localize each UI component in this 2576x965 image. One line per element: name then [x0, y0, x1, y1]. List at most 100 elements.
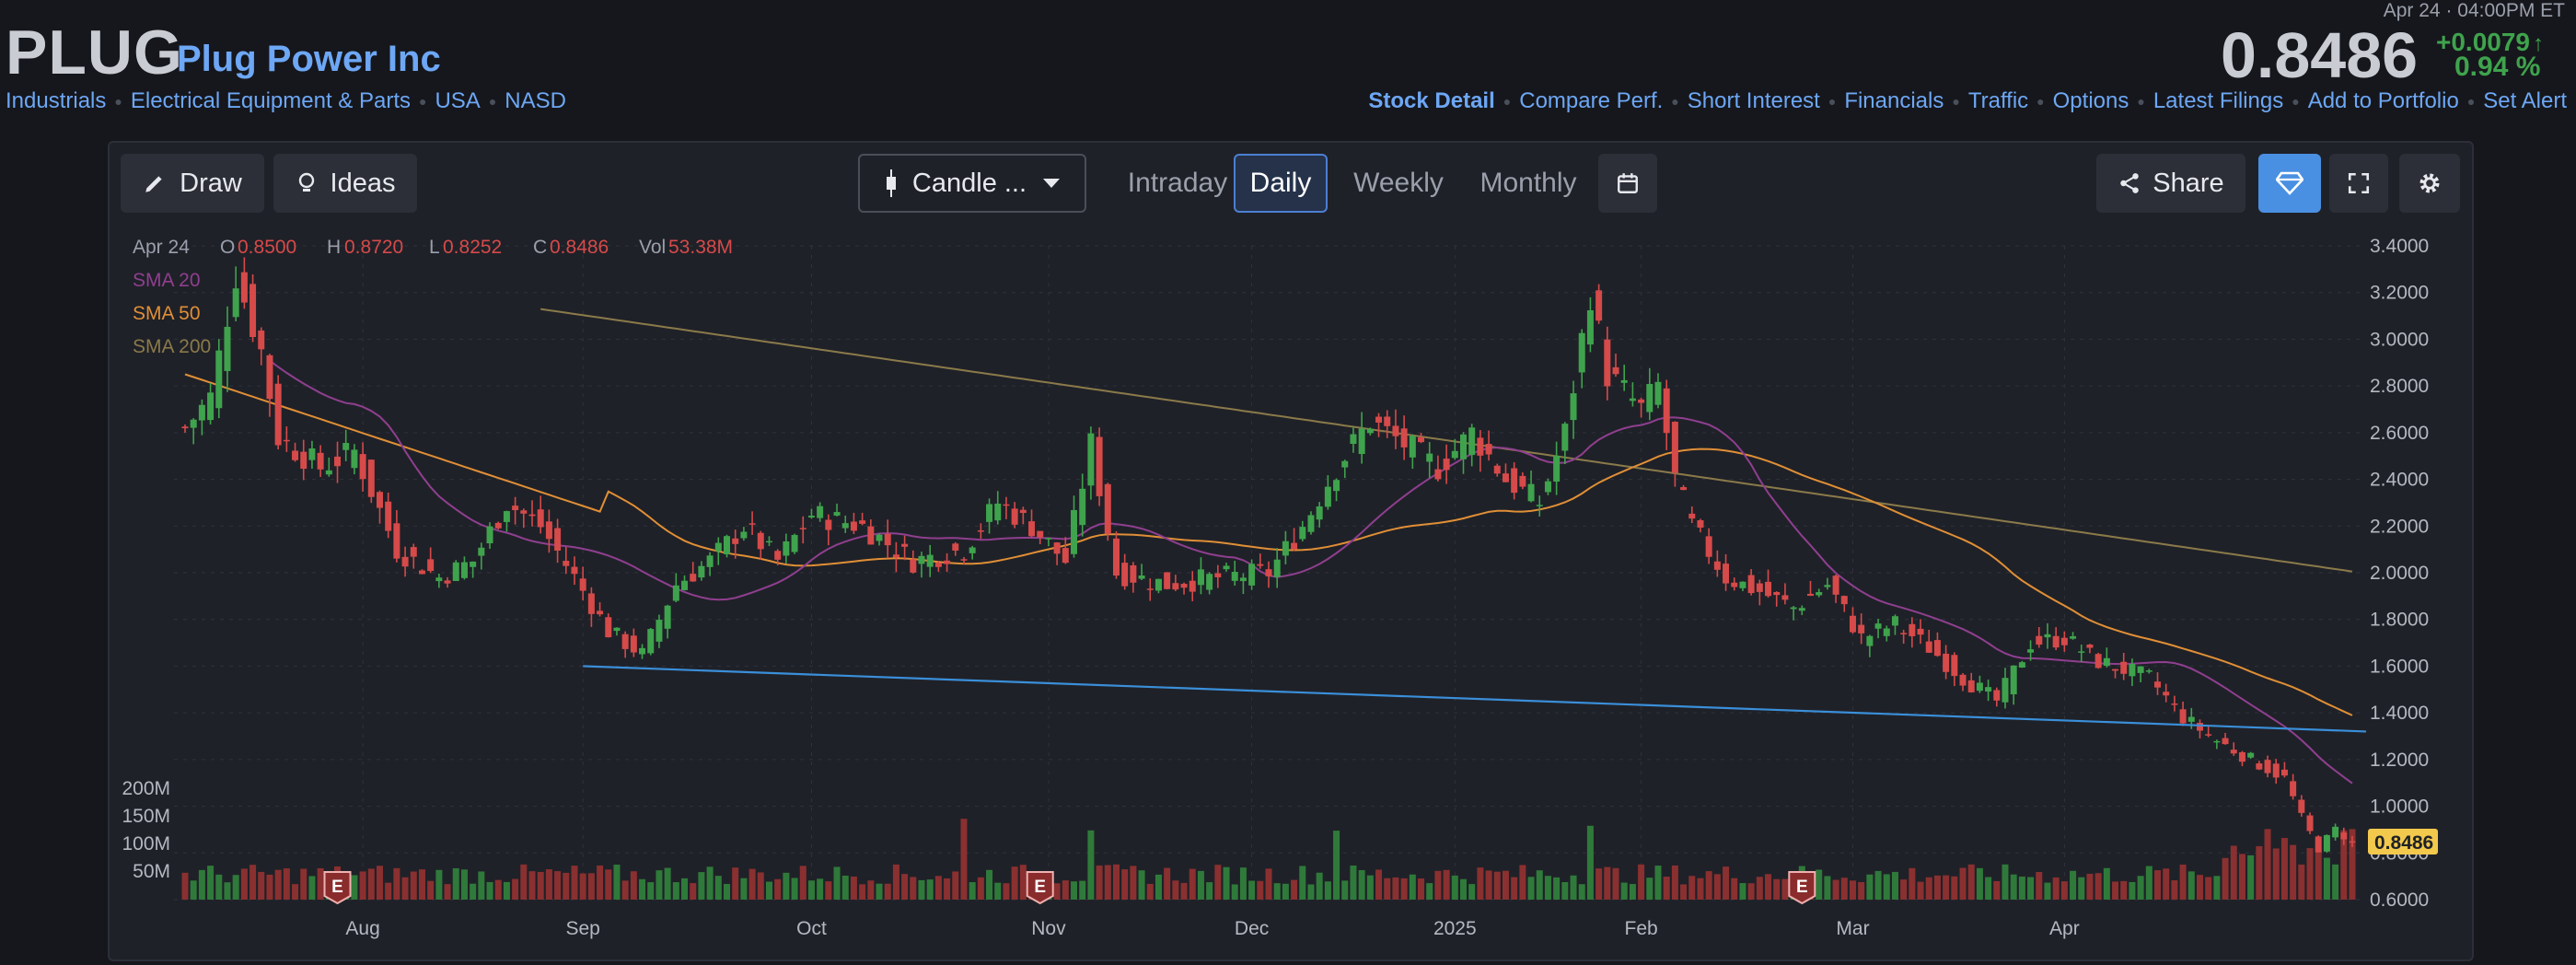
- candle: [1324, 475, 1331, 510]
- volume-bar: [1189, 868, 1196, 900]
- link-short-interest[interactable]: Short Interest: [1687, 88, 1820, 113]
- candle: [2230, 742, 2237, 756]
- date-range-button[interactable]: [1598, 154, 1657, 213]
- candle: [1620, 365, 1628, 391]
- volume-bar: [1883, 874, 1890, 900]
- volume-bar: [1993, 880, 2001, 900]
- candle-body: [1544, 481, 1551, 493]
- volume-bar: [1053, 883, 1061, 900]
- candle-body: [1257, 564, 1264, 566]
- trendline[interactable]: [583, 665, 2367, 733]
- candle-body: [2264, 760, 2271, 773]
- candle: [621, 631, 629, 658]
- volume-bar: [393, 867, 400, 900]
- candle-body: [393, 523, 400, 559]
- candle-body: [2230, 750, 2237, 754]
- ideas-button[interactable]: Ideas: [273, 154, 417, 213]
- period-intraday[interactable]: Intraday: [1127, 168, 1228, 198]
- candle-body: [1409, 436, 1416, 458]
- candle: [664, 604, 671, 639]
- candle: [2340, 827, 2348, 845]
- candle: [876, 533, 883, 546]
- candle: [545, 509, 552, 553]
- share-icon: [2118, 171, 2141, 195]
- earnings-marker[interactable]: E: [1788, 871, 1816, 905]
- volume-bar: [359, 871, 366, 900]
- candle-body: [2205, 734, 2212, 736]
- link-compare-perf[interactable]: Compare Perf.: [1519, 88, 1664, 113]
- volume-bar: [850, 876, 857, 900]
- candle-body: [1341, 460, 1349, 468]
- candle-body: [757, 532, 764, 550]
- candle: [1257, 553, 1264, 569]
- earnings-marker[interactable]: E: [323, 871, 352, 905]
- draw-button[interactable]: Draw: [121, 154, 264, 213]
- crumb-sector[interactable]: Industrials: [6, 88, 107, 113]
- candle-body: [2272, 763, 2280, 778]
- link-stock-detail[interactable]: Stock Detail: [1368, 88, 1495, 113]
- link-traffic[interactable]: Traffic: [1967, 88, 2029, 113]
- chart-type-dropdown[interactable]: Candle ...: [858, 154, 1086, 213]
- candle-body: [672, 585, 679, 601]
- candle-body: [952, 543, 959, 552]
- earnings-label: E: [1796, 878, 1808, 897]
- elite-button[interactable]: [2258, 154, 2321, 213]
- period-daily[interactable]: Daily: [1234, 154, 1328, 213]
- link-financials[interactable]: Financials: [1844, 88, 1944, 113]
- candle: [2179, 701, 2187, 727]
- candle-body: [1324, 486, 1331, 507]
- price-chart[interactable]: E E E 3.4000 3.2000 3.0000 2.8000 2.6000 2.4000…: [110, 226, 2472, 958]
- share-button[interactable]: Share: [2096, 154, 2245, 213]
- candle-body: [1011, 508, 1018, 525]
- link-latest-filings[interactable]: Latest Filings: [2152, 88, 2284, 113]
- candle: [317, 445, 324, 477]
- candle: [732, 529, 739, 559]
- candle-body: [825, 519, 832, 530]
- candle: [1459, 432, 1467, 474]
- volume-bar: [1874, 870, 1882, 900]
- link-set-alert[interactable]: Set Alert: [2483, 88, 2567, 113]
- candle: [1366, 427, 1374, 436]
- candle: [325, 457, 332, 477]
- candle: [681, 575, 689, 591]
- volume-bar: [1477, 867, 1484, 900]
- candle-body: [470, 561, 477, 567]
- candle-body: [1807, 593, 1814, 597]
- company-name[interactable]: Plug Power Inc: [177, 39, 441, 79]
- lightbulb-icon: [296, 171, 318, 195]
- volume-bar: [1578, 884, 1585, 900]
- earnings-badge: [1788, 871, 1816, 905]
- candle-body: [1874, 623, 1882, 629]
- volume-bar: [724, 883, 730, 900]
- volume-bar: [1781, 878, 1789, 900]
- sector-breadcrumb: Industrials ● Electrical Equipment & Part…: [6, 88, 566, 114]
- volume-bar: [1933, 875, 1941, 900]
- crumb-exchange[interactable]: NASD: [505, 88, 566, 113]
- candle-body: [841, 523, 849, 529]
- fullscreen-button[interactable]: [2329, 154, 2388, 213]
- candle: [579, 566, 586, 601]
- crumb-industry[interactable]: Electrical Equipment & Parts: [130, 88, 411, 113]
- candle-body: [765, 541, 772, 543]
- separator-dot: ●: [2466, 94, 2476, 109]
- candle: [1400, 415, 1408, 460]
- candle: [1037, 530, 1044, 545]
- candle: [300, 439, 307, 481]
- x-tick-label: Apr: [2049, 918, 2080, 939]
- crumb-country[interactable]: USA: [435, 88, 481, 113]
- candle: [859, 512, 866, 526]
- link-options[interactable]: Options: [2052, 88, 2129, 113]
- candle-body: [359, 454, 366, 480]
- settings-button[interactable]: [2399, 154, 2460, 213]
- candle: [2044, 622, 2051, 649]
- candle: [918, 552, 925, 578]
- earnings-marker[interactable]: E: [1026, 871, 1054, 905]
- link-add-to-portfolio[interactable]: Add to Portfolio: [2307, 88, 2459, 113]
- period-weekly[interactable]: Weekly: [1353, 168, 1444, 198]
- ohlc-low: 0.8252: [443, 237, 502, 258]
- period-monthly[interactable]: Monthly: [1479, 168, 1577, 198]
- candle-body: [181, 426, 189, 429]
- volume-bar: [1079, 880, 1086, 900]
- volume-bar: [1019, 865, 1027, 900]
- candle-body: [817, 506, 824, 518]
